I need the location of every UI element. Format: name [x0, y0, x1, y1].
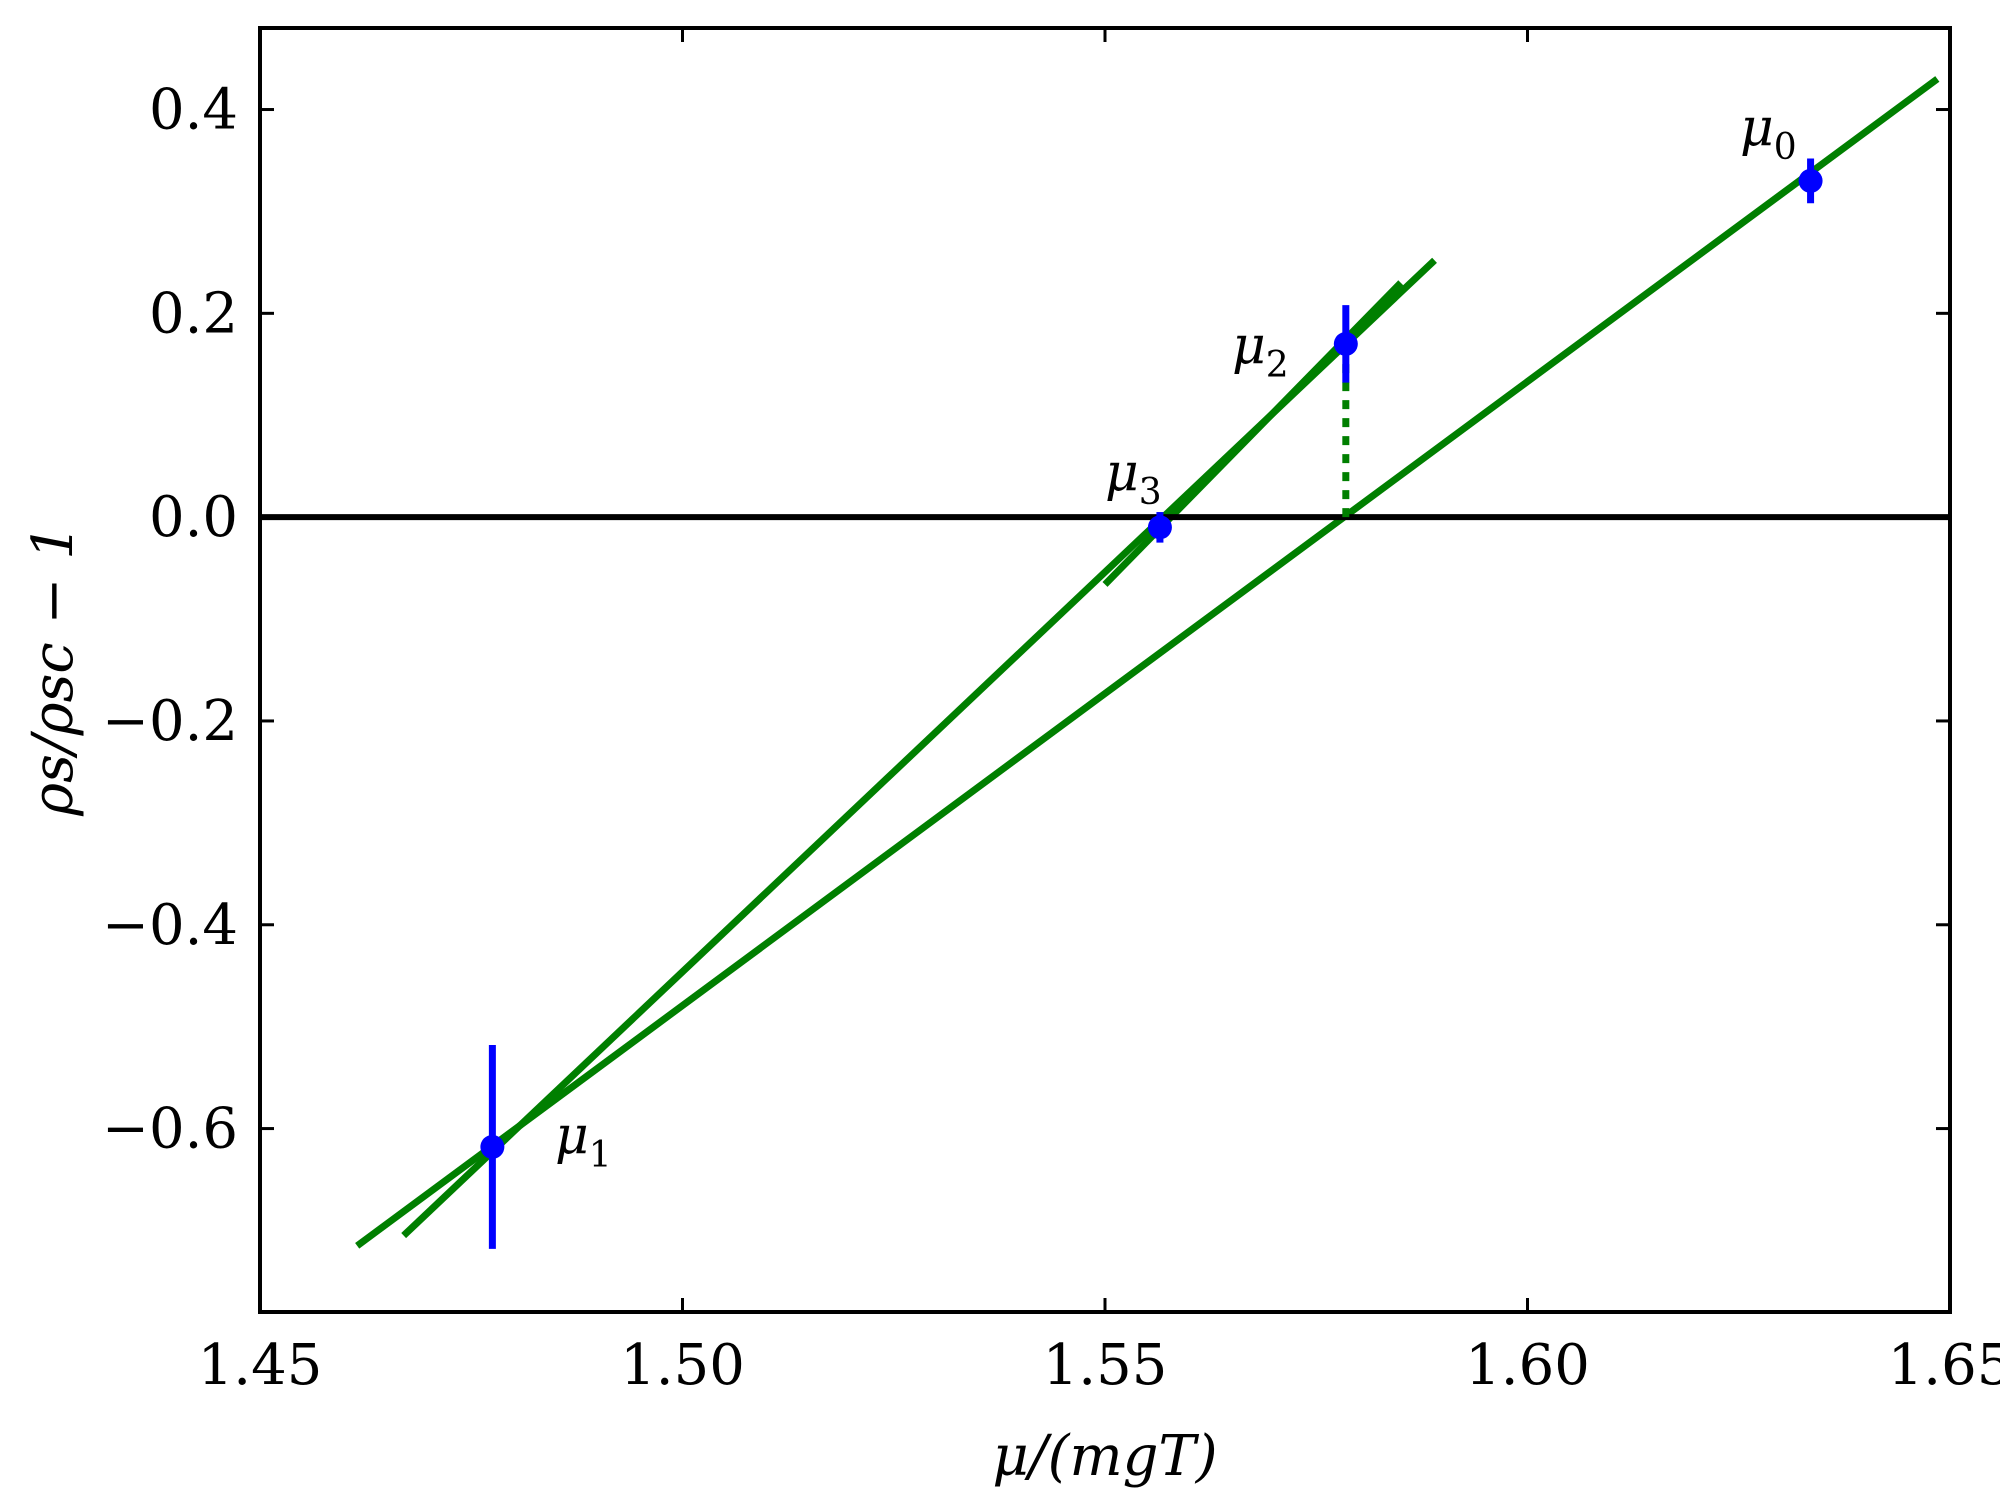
- point-label-mu2: μ2: [1232, 316, 1289, 386]
- x-tick-label: 1.50: [620, 1333, 745, 1398]
- y-tick-label: 0.2: [149, 281, 238, 346]
- point-label-mu3: μ3: [1105, 443, 1162, 513]
- data-point-mu2: [1333, 331, 1358, 356]
- data-points: [480, 158, 1823, 1249]
- y-tick-label: −0.6: [102, 1097, 238, 1162]
- point-label-mu0: μ0: [1740, 98, 1797, 168]
- point-labels: μ0 μ1 μ2 μ3: [555, 98, 1797, 1176]
- x-tick-label: 1.55: [1043, 1333, 1168, 1398]
- x-tick-label: 1.45: [198, 1333, 323, 1398]
- x-axis-label: μ/(mgT): [992, 1424, 1217, 1489]
- y-tick-label: −0.2: [102, 689, 238, 754]
- x-tick-label: 1.65: [1888, 1333, 2000, 1398]
- y-tick-label: 0.4: [149, 78, 238, 143]
- fit-lines: [355, 76, 1940, 1249]
- data-point-mu3: [1147, 515, 1172, 540]
- axis-ticks: 1.45 1.50 1.55 1.60 1.65 0.4 0.2 0.0 −0.2 −0.4 −0.…: [102, 28, 2000, 1398]
- data-point-mu1: [480, 1134, 505, 1159]
- point-label-mu1: μ1: [555, 1106, 612, 1176]
- data-point-mu0: [1798, 168, 1823, 193]
- y-tick-label: −0.4: [102, 893, 238, 958]
- y-axis-label: ρs/ρsc − 1: [21, 524, 86, 817]
- y-tick-label: 0.0: [149, 485, 238, 550]
- fit-line-1: [355, 76, 1940, 1249]
- plot-frame: [258, 26, 1952, 1314]
- plot-frame-rect: [258, 26, 1952, 1314]
- x-tick-label: 1.60: [1465, 1333, 1590, 1398]
